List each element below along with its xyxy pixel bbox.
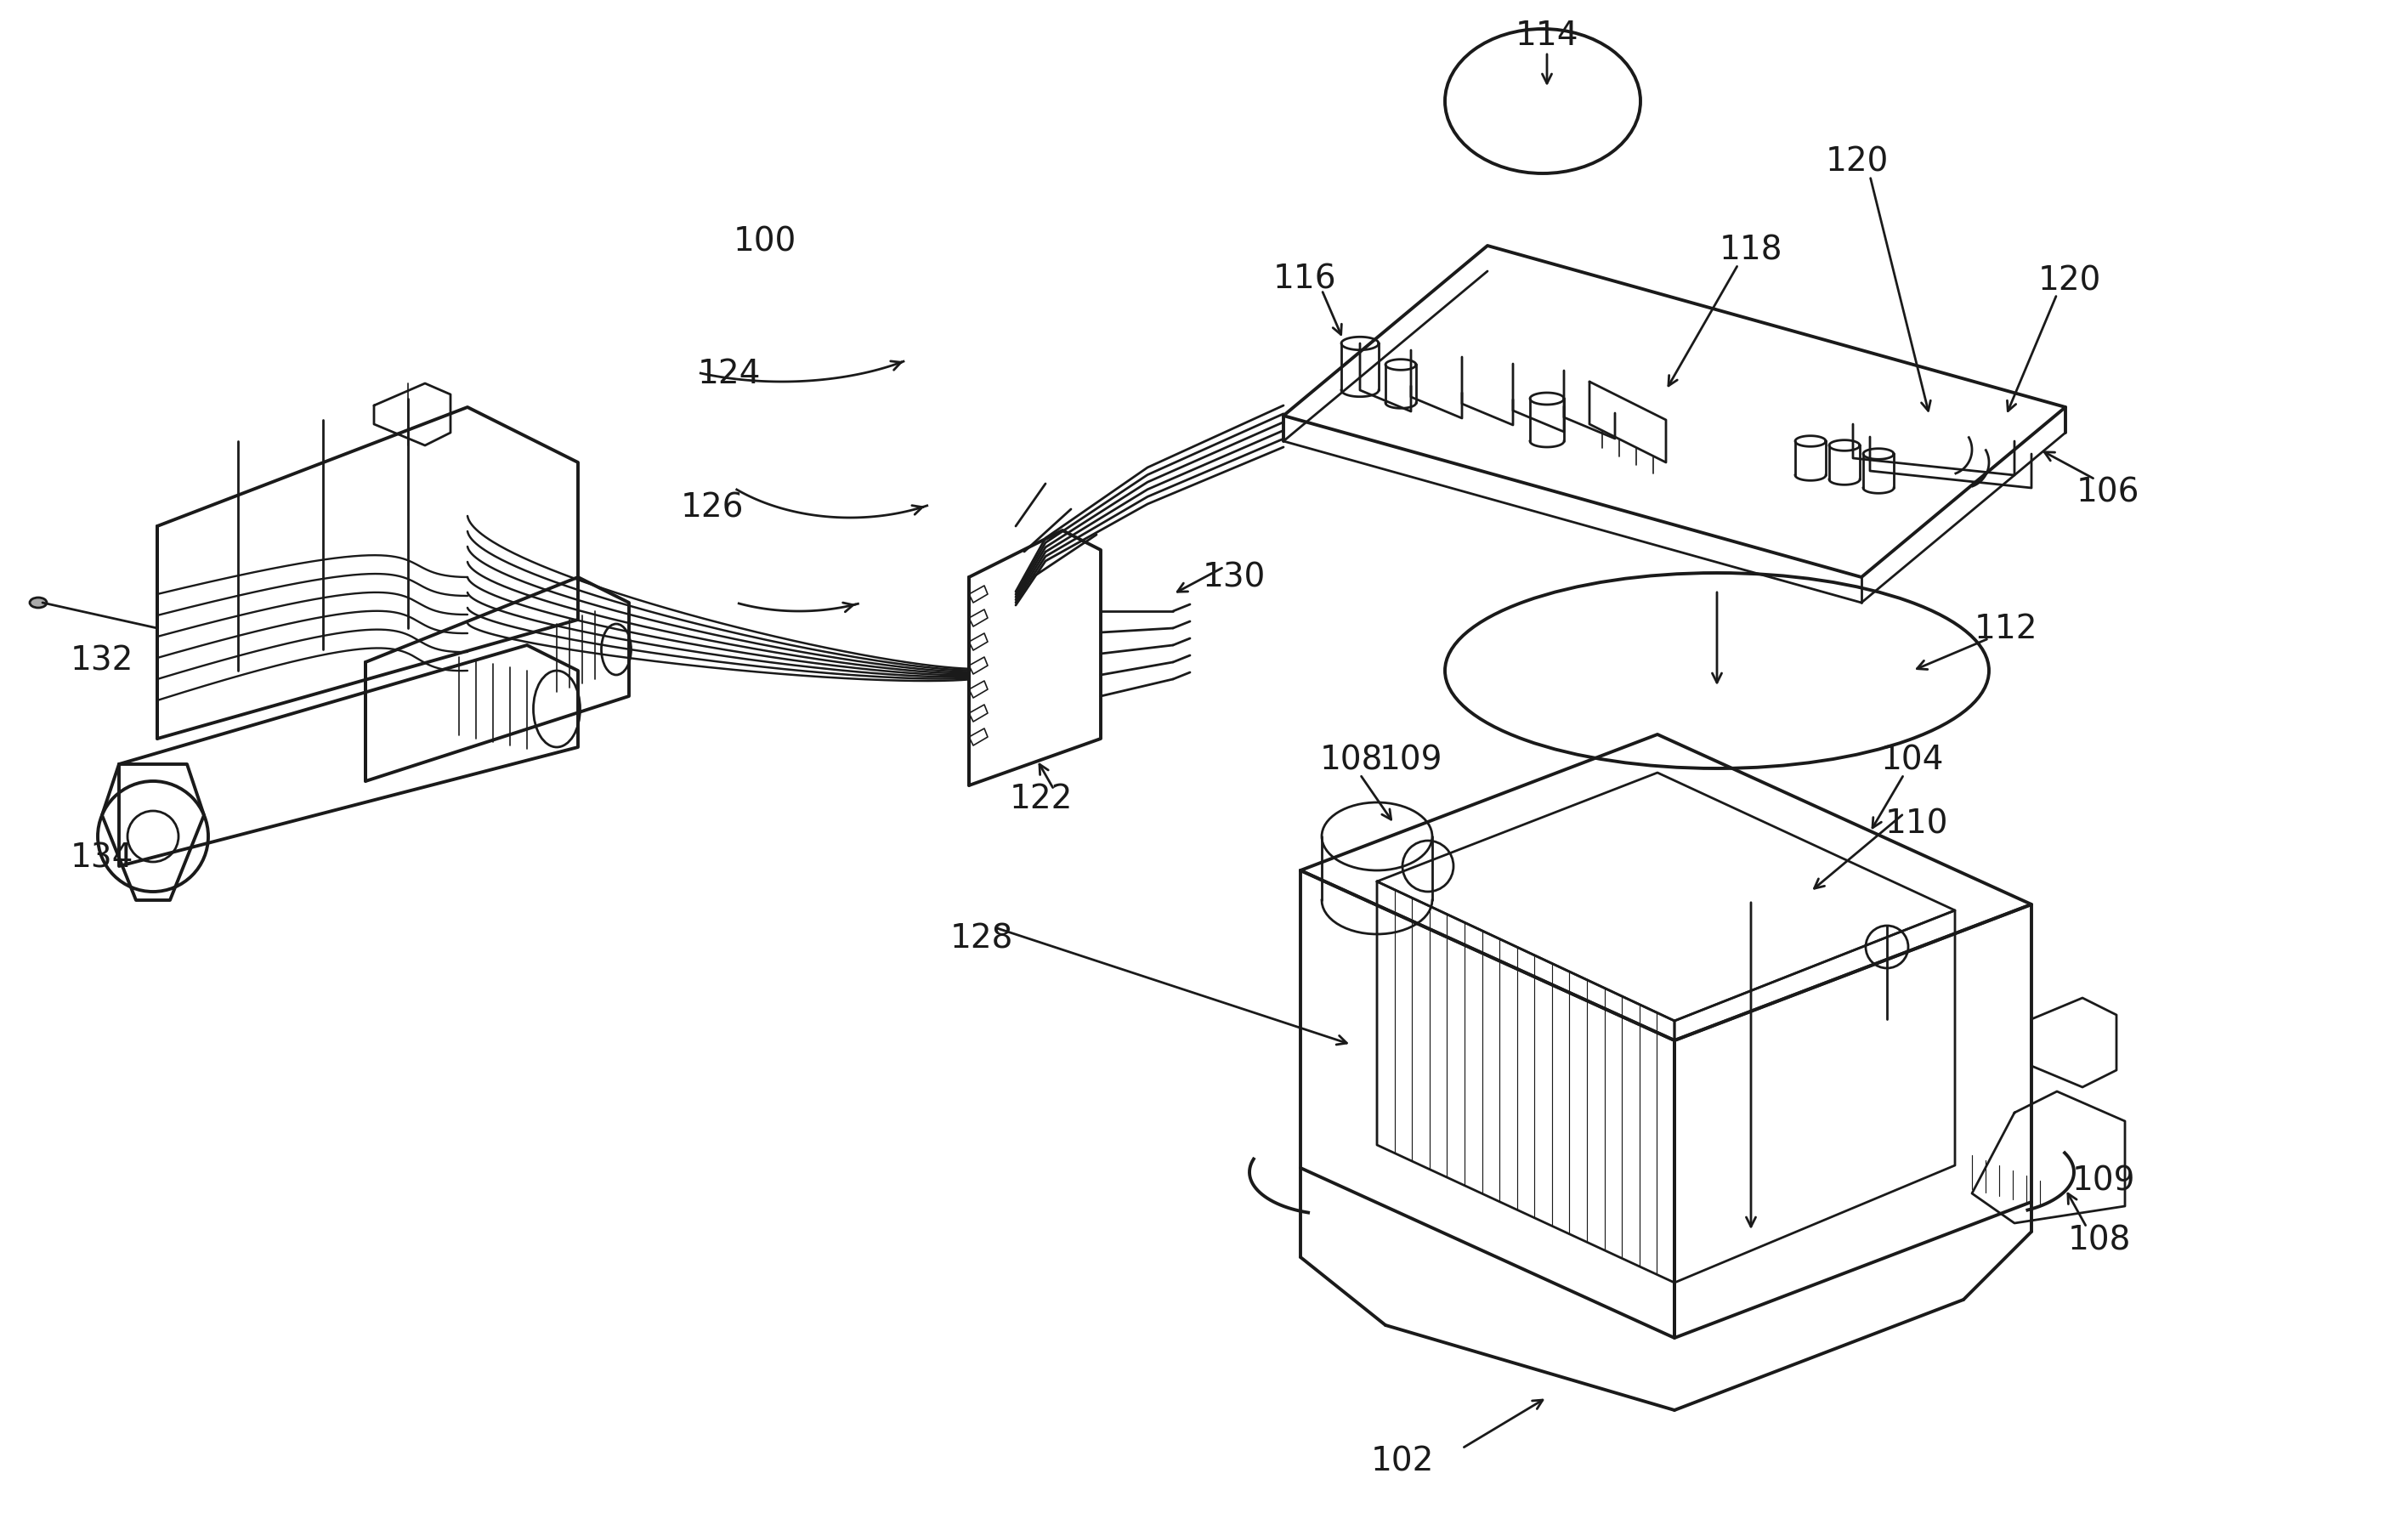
Text: 108: 108 xyxy=(1320,744,1382,776)
Text: 126: 126 xyxy=(681,492,744,523)
Text: 120: 120 xyxy=(2037,265,2102,297)
Text: 108: 108 xyxy=(2068,1224,2131,1256)
Text: 104: 104 xyxy=(1881,744,1943,776)
Text: 109: 109 xyxy=(1380,744,1442,776)
Text: 102: 102 xyxy=(1370,1445,1435,1477)
Text: 124: 124 xyxy=(698,357,761,390)
Text: 112: 112 xyxy=(1975,613,2037,645)
Text: 106: 106 xyxy=(2076,477,2141,508)
Text: 110: 110 xyxy=(1885,808,1948,840)
Text: 122: 122 xyxy=(1009,782,1074,814)
Text: 132: 132 xyxy=(70,645,132,678)
Text: 109: 109 xyxy=(2071,1165,2136,1197)
Text: 118: 118 xyxy=(1719,235,1782,266)
Text: 114: 114 xyxy=(1515,20,1580,51)
Text: 128: 128 xyxy=(951,923,1014,955)
Ellipse shape xyxy=(29,598,46,608)
Text: 100: 100 xyxy=(734,225,797,259)
Text: 134: 134 xyxy=(70,841,132,875)
Text: 130: 130 xyxy=(1202,561,1267,593)
Text: 116: 116 xyxy=(1274,262,1336,295)
Text: 120: 120 xyxy=(1825,145,1888,177)
